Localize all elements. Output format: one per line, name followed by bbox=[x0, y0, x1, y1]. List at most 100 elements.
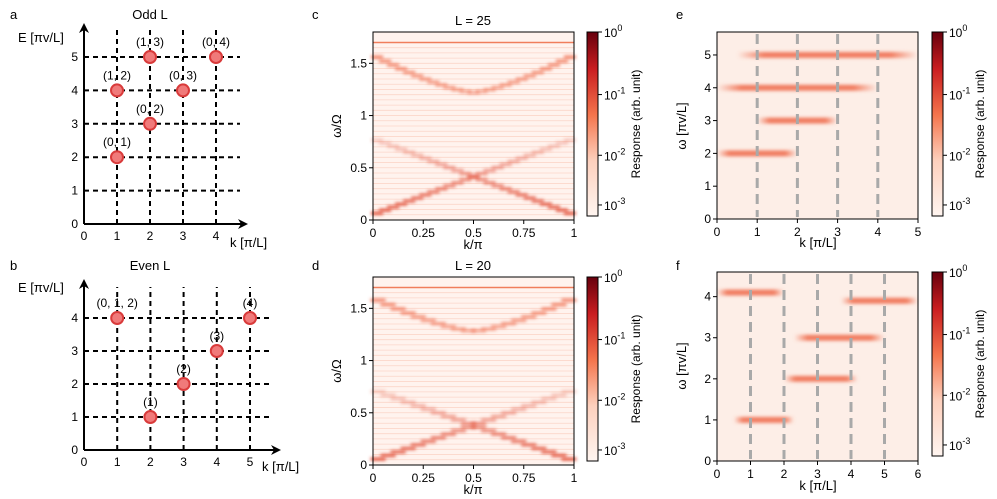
x-tick-label: 2 bbox=[147, 455, 154, 469]
lower-band-segment bbox=[555, 208, 568, 212]
panel-c-ticks: 0 0.25 0.5 0.75 1 0 0.5 1 1.5 bbox=[350, 56, 577, 240]
y-tick-label: 1 bbox=[71, 184, 78, 198]
y-tick-label: 0 bbox=[704, 212, 711, 226]
panel-a-title: Odd L bbox=[132, 7, 167, 22]
colorbar-tick-label: 10-3 bbox=[949, 196, 970, 213]
x-tick-label: 1 bbox=[747, 467, 754, 481]
lower-band-segment bbox=[450, 429, 466, 433]
panel-letter-b: b bbox=[10, 258, 17, 273]
state-node bbox=[110, 311, 125, 325]
upper-band-segment bbox=[427, 80, 440, 84]
lower-band-segment bbox=[499, 162, 512, 167]
x-tick-label: 2 bbox=[794, 225, 801, 239]
panel-a-ylabel: E [πv/L] bbox=[18, 30, 64, 45]
lower-band-segment bbox=[430, 436, 446, 440]
lower-band-segment bbox=[403, 199, 416, 203]
lower-band-segment bbox=[380, 453, 396, 458]
lower-band-segment bbox=[511, 407, 527, 411]
state-node bbox=[143, 116, 157, 131]
lower-band-segment bbox=[370, 457, 386, 461]
panel-c-plot-bg bbox=[373, 32, 574, 220]
lower-band-segment bbox=[511, 439, 527, 443]
colorbar-tick-label: 10-3 bbox=[949, 436, 970, 453]
lower-band-segment bbox=[501, 411, 517, 415]
panel-d-colorbar bbox=[586, 276, 599, 462]
lower-band-segment bbox=[395, 147, 408, 151]
state-label: (1, 3) bbox=[136, 35, 164, 49]
state-node bbox=[176, 83, 190, 98]
state-node bbox=[143, 410, 158, 424]
lower-band-segment bbox=[475, 178, 488, 182]
upper-band-segment bbox=[511, 318, 527, 322]
state-node bbox=[143, 50, 157, 64]
state-node bbox=[209, 50, 223, 64]
upper-band-segment bbox=[555, 59, 568, 63]
upper-band-segment bbox=[395, 67, 408, 71]
x-tick-label: 0 bbox=[714, 225, 721, 239]
colorbar-tick-label: 10-1 bbox=[604, 331, 625, 348]
lower-band-segment bbox=[443, 184, 456, 188]
panel-b-title: Even L bbox=[130, 258, 170, 273]
upper-band-segment bbox=[459, 89, 472, 94]
panel-d-heatmap bbox=[370, 286, 577, 461]
upper-band-segment bbox=[561, 298, 577, 302]
y-tick-label: 1 bbox=[704, 413, 711, 427]
lower-band-segment bbox=[539, 202, 552, 206]
lower-band-segment bbox=[531, 446, 547, 450]
lower-band-segment bbox=[419, 156, 432, 160]
x-tick-label: 3 bbox=[180, 455, 187, 469]
colorbar-tick-label: 100 bbox=[604, 23, 622, 40]
upper-band-segment bbox=[443, 85, 456, 90]
colorbar-tick-label: 10-3 bbox=[604, 441, 625, 458]
upper-band-segment bbox=[390, 307, 406, 311]
response-streak bbox=[794, 334, 885, 341]
lower-band-segment bbox=[531, 150, 544, 154]
lower-band-segment bbox=[420, 407, 436, 411]
y-tick-label: 4 bbox=[71, 83, 78, 97]
y-tick-label: 2 bbox=[71, 377, 78, 391]
x-tick-label: 0.75 bbox=[512, 471, 536, 485]
lower-band-segment bbox=[379, 141, 392, 145]
lower-band-segment bbox=[531, 400, 547, 404]
response-streak bbox=[784, 375, 858, 382]
panel-d-colorbar-ticks: 100 10-1 10-2 10-3 bbox=[598, 268, 625, 458]
lower-band-segment bbox=[521, 404, 537, 408]
panel-c-title: L = 25 bbox=[455, 13, 491, 28]
colorbar-tick-label: 100 bbox=[949, 23, 967, 40]
lower-band-segment bbox=[387, 144, 400, 148]
lower-band-segment bbox=[443, 165, 456, 170]
x-tick-label: 3 bbox=[834, 225, 841, 239]
lower-band-segment bbox=[470, 421, 487, 426]
lower-band-segment bbox=[387, 205, 400, 209]
colorbar-tick-label: 10-3 bbox=[604, 196, 625, 213]
lower-band-segment bbox=[483, 168, 496, 173]
state-label: (4) bbox=[243, 296, 258, 310]
upper-band-segment bbox=[400, 311, 416, 315]
lower-band-segment bbox=[379, 208, 392, 212]
upper-band-segment bbox=[539, 67, 552, 71]
x-tick-label: 0.5 bbox=[465, 471, 482, 485]
upper-band-segment bbox=[467, 90, 480, 95]
upper-band-segment bbox=[403, 70, 416, 75]
panel-e-frame bbox=[716, 31, 919, 220]
lower-band-segment bbox=[515, 156, 528, 160]
lower-band-segment bbox=[551, 393, 567, 397]
y-tick-label: 2 bbox=[71, 150, 78, 164]
upper-band-segment bbox=[521, 315, 537, 319]
lower-band-segment bbox=[541, 450, 557, 454]
upper-band-segment bbox=[483, 88, 496, 92]
panel-letter-a: a bbox=[10, 7, 18, 22]
panel-a-tick-labels: 0 1 2 3 4 0 1 2 3 4 5 bbox=[71, 50, 219, 243]
x-tick-label: 5 bbox=[915, 225, 922, 239]
upper-band-segment bbox=[491, 324, 507, 329]
panel-c-colorbar bbox=[586, 31, 599, 217]
panel-f-colorbar bbox=[931, 271, 944, 457]
x-tick-label: 3 bbox=[814, 467, 821, 481]
panel-d: d L = 20 0 0.25 0.5 0.75 1 0 0.5 1 1.5 k/π ω/Ω 1… bbox=[312, 258, 643, 497]
x-tick-label: 0 bbox=[714, 467, 721, 481]
y-tick-label: 1 bbox=[360, 354, 367, 368]
lower-band-segment bbox=[501, 436, 517, 440]
lower-band-segment bbox=[370, 138, 384, 142]
y-tick-label: 4 bbox=[71, 311, 78, 325]
y-tick-label: 4 bbox=[704, 81, 711, 95]
